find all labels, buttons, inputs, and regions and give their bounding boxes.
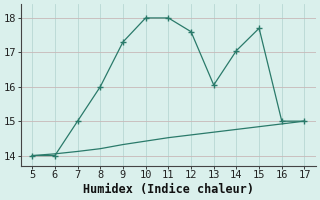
X-axis label: Humidex (Indice chaleur): Humidex (Indice chaleur) xyxy=(83,183,254,196)
